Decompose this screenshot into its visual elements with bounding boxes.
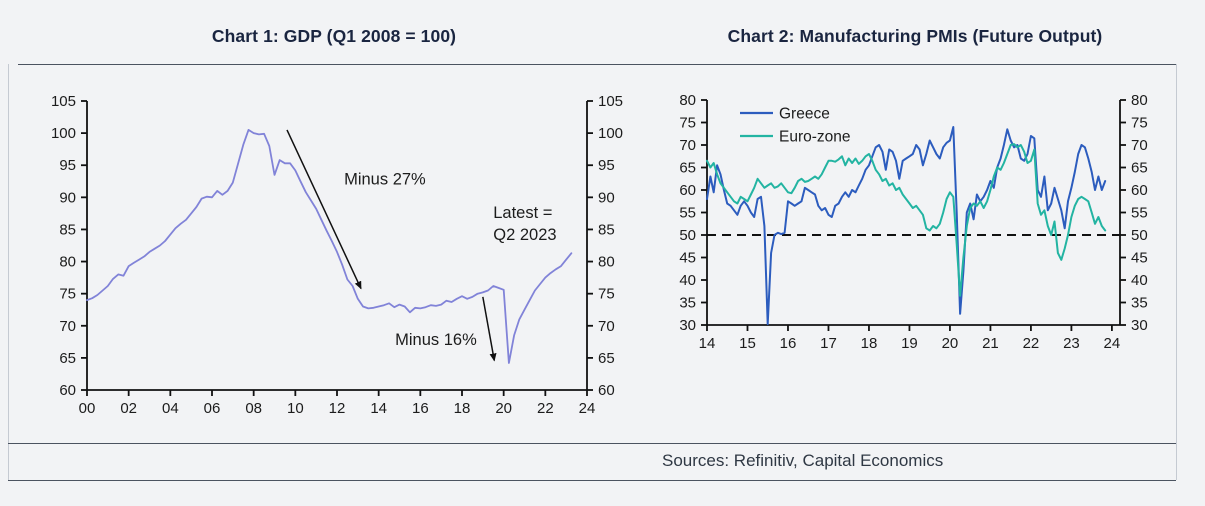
x-tick-label: 20 [942,335,959,352]
y-tick-label: 105 [51,93,76,110]
y-tick-label: 65 [598,350,615,367]
x-tick-label: 16 [412,400,429,417]
x-tick-label: 17 [820,335,837,352]
legend-label: Euro-zone [779,129,851,146]
y-tick-label: 85 [59,221,76,238]
x-tick-label: 10 [287,400,304,417]
x-tick-label: 14 [699,335,716,352]
x-tick-label: 24 [1104,335,1121,352]
y-tick-label: 80 [59,254,76,271]
y-tick-label: 50 [1131,227,1148,244]
y-tick-label: 100 [598,125,623,142]
sources-divider-top [8,443,1176,444]
x-tick-label: 21 [982,335,999,352]
y-tick-label: 80 [1131,92,1148,109]
right-border [1176,64,1177,480]
x-tick-label: 20 [495,400,512,417]
y-tick-label: 90 [59,189,76,206]
x-tick-label: 22 [537,400,554,417]
y-tick-label: 85 [598,221,615,238]
x-tick-label: 18 [454,400,471,417]
x-tick-label: 08 [245,400,262,417]
y-tick-label: 75 [1131,115,1148,132]
series-greece [706,126,1107,326]
x-tick-label: 23 [1063,335,1080,352]
x-tick-label: 18 [861,335,878,352]
y-tick-label: 95 [59,157,76,174]
x-tick-label: 22 [1023,335,1040,352]
y-tick-label: 35 [1131,295,1148,312]
y-tick-label: 60 [59,382,76,399]
y-tick-label: 65 [679,160,696,177]
y-tick-label: 65 [59,350,76,367]
annotation-text: Latest = Q2 2023 [493,204,556,244]
y-tick-label: 105 [598,93,623,110]
series-euro-zone [706,143,1107,297]
y-tick-label: 35 [679,295,696,312]
y-tick-label: 90 [598,189,615,206]
y-tick-label: 75 [598,286,615,303]
chart2-title: Chart 2: Manufacturing PMIs (Future Outp… [727,26,1103,46]
x-tick-label: 12 [329,400,346,417]
y-tick-label: 45 [679,250,696,267]
y-tick-label: 75 [679,115,696,132]
y-tick-label: 70 [1131,137,1148,154]
annotation-arrow [286,129,362,290]
legend-label: Greece [779,106,830,123]
titles-divider [18,64,1176,65]
y-tick-label: 95 [598,157,615,174]
legend: Greece Euro-zone [740,106,851,146]
pmi-chart: 30 30 35 35 40 40 45 45 50 50 55 55 60 60 65 65 70 70 75 75… [679,92,1147,352]
y-tick-label: 55 [679,205,696,222]
y-tick-label: 40 [1131,272,1148,289]
y-tick-label: 30 [1131,317,1148,334]
y-tick-label: 40 [679,272,696,289]
y-tick-label: 70 [598,318,615,335]
y-tick-label: 65 [1131,160,1148,177]
y-tick-label: 55 [1131,205,1148,222]
x-tick-label: 15 [739,335,756,352]
x-tick-label: 02 [120,400,137,417]
y-tick-label: 100 [51,125,76,142]
y-tick-label: 75 [59,286,76,303]
annotation-text: Minus 27% [344,170,426,188]
y-tick-label: 80 [679,92,696,109]
annotation-text: Minus 16% [395,331,477,349]
x-ticks: 00 02 04 06 08 10 12 14 16 18 20 22 24 [79,390,596,417]
x-ticks: 14 15 16 17 18 19 20 21 22 23 24 [699,325,1121,352]
y-ticks: 30 30 35 35 40 40 45 45 50 50 55 55 60 60 65 65 70 70 75 75… [679,92,1147,334]
x-tick-label: 19 [901,335,918,352]
y-tick-label: 70 [679,137,696,154]
x-tick-label: 06 [204,400,221,417]
sources-divider-bottom [8,480,1176,481]
y-tick-label: 60 [598,382,615,399]
series-gdp [86,128,573,364]
left-border [8,64,9,480]
y-tick-label: 60 [1131,182,1148,199]
x-tick-label: 24 [579,400,596,417]
x-tick-label: 14 [370,400,387,417]
y-tick-label: 45 [1131,250,1148,267]
y-ticks: 60 60 65 65 70 70 75 75 80 80 85 85 90 90 95 95 100 100 10… [51,93,623,399]
y-tick-label: 60 [679,182,696,199]
chart1-title: Chart 1: GDP (Q1 2008 = 100) [211,26,457,46]
x-tick-label: 00 [79,400,96,417]
y-tick-label: 50 [679,227,696,244]
gdp-chart: 60 60 65 65 70 70 75 75 80 80 85 85 90 90 95 95 100 100 10… [51,93,623,417]
y-tick-label: 30 [679,317,696,334]
sources-text: Sources: Refinitiv, Capital Economics [662,451,944,470]
y-tick-label: 70 [59,318,76,335]
x-tick-label: 16 [780,335,797,352]
y-tick-label: 80 [598,254,615,271]
annotation-arrow [482,296,497,362]
x-tick-label: 04 [162,400,179,417]
